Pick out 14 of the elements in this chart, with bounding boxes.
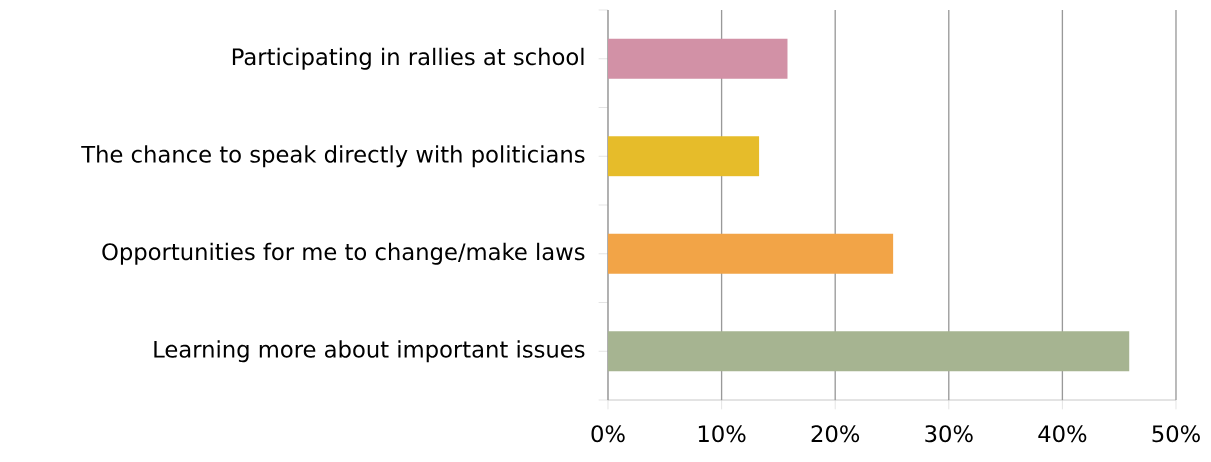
bar: [608, 233, 894, 274]
bar: [608, 136, 760, 177]
x-tick-label: 10%: [698, 425, 746, 443]
y-tick-label: Opportunities for me to change/make laws: [102, 242, 585, 265]
y-tick-label: The chance to speak directly with politicians: [81, 145, 585, 168]
y-tick-label: Participating in rallies at school: [232, 47, 584, 70]
x-tick-label: 40%: [1038, 425, 1087, 443]
x-tick-label: 20%: [811, 425, 860, 443]
x-tick-label: 0%: [591, 425, 625, 443]
x-tick-label: 30%: [925, 425, 973, 443]
bar: [608, 38, 788, 79]
y-tick-label: Learning more about important issues: [154, 340, 585, 363]
bar: [608, 331, 1130, 372]
x-tick-label: 50%: [1152, 425, 1200, 443]
